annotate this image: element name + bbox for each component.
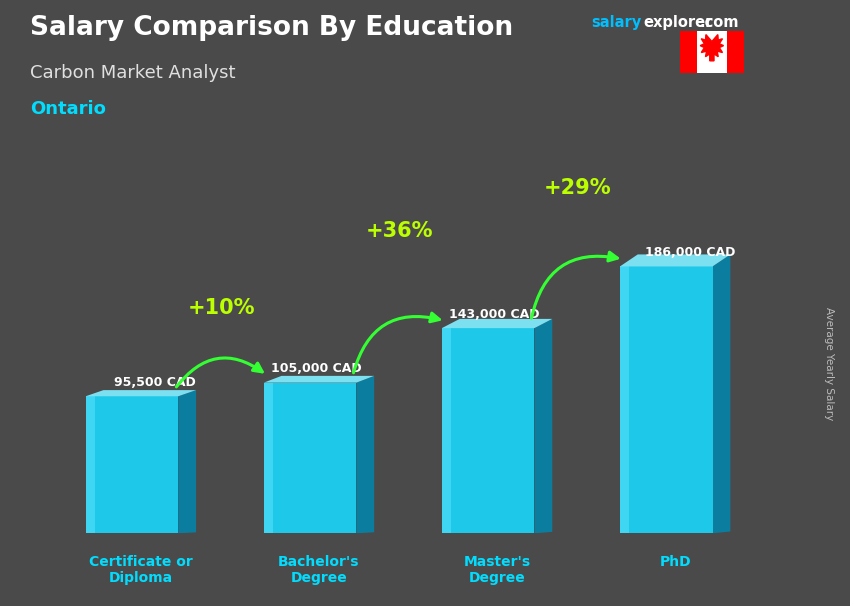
Polygon shape [86,396,178,533]
Text: salary: salary [591,15,641,30]
Text: explorer: explorer [643,15,713,30]
Polygon shape [86,390,196,396]
Polygon shape [264,376,374,382]
Text: Certificate or
Diploma: Certificate or Diploma [89,555,193,585]
Text: Master's
Degree: Master's Degree [463,555,530,585]
Text: 186,000 CAD: 186,000 CAD [645,246,735,259]
Text: 95,500 CAD: 95,500 CAD [114,376,196,389]
Text: .com: .com [700,15,739,30]
Bar [680,31,697,73]
Text: +36%: +36% [366,221,433,241]
Text: +10%: +10% [187,298,255,318]
Polygon shape [535,319,552,533]
Text: Salary Comparison By Education: Salary Comparison By Education [30,15,513,41]
Polygon shape [178,390,196,533]
Polygon shape [620,267,629,533]
Polygon shape [356,376,374,533]
Polygon shape [86,396,94,533]
Text: 143,000 CAD: 143,000 CAD [449,308,540,321]
Polygon shape [620,267,712,533]
Polygon shape [700,35,723,61]
Polygon shape [264,382,273,533]
Text: Bachelor's
Degree: Bachelor's Degree [278,555,360,585]
Polygon shape [620,255,730,267]
Polygon shape [712,255,730,533]
Text: Average Yearly Salary: Average Yearly Salary [824,307,834,420]
Text: PhD: PhD [660,555,691,569]
Text: 105,000 CAD: 105,000 CAD [271,362,361,376]
Text: +29%: +29% [543,178,611,198]
Polygon shape [442,328,450,533]
Text: Ontario: Ontario [30,100,105,118]
Polygon shape [442,328,535,533]
Text: Carbon Market Analyst: Carbon Market Analyst [30,64,235,82]
Polygon shape [264,382,356,533]
Bar [727,31,744,73]
Bar [697,31,727,73]
Polygon shape [442,319,552,328]
